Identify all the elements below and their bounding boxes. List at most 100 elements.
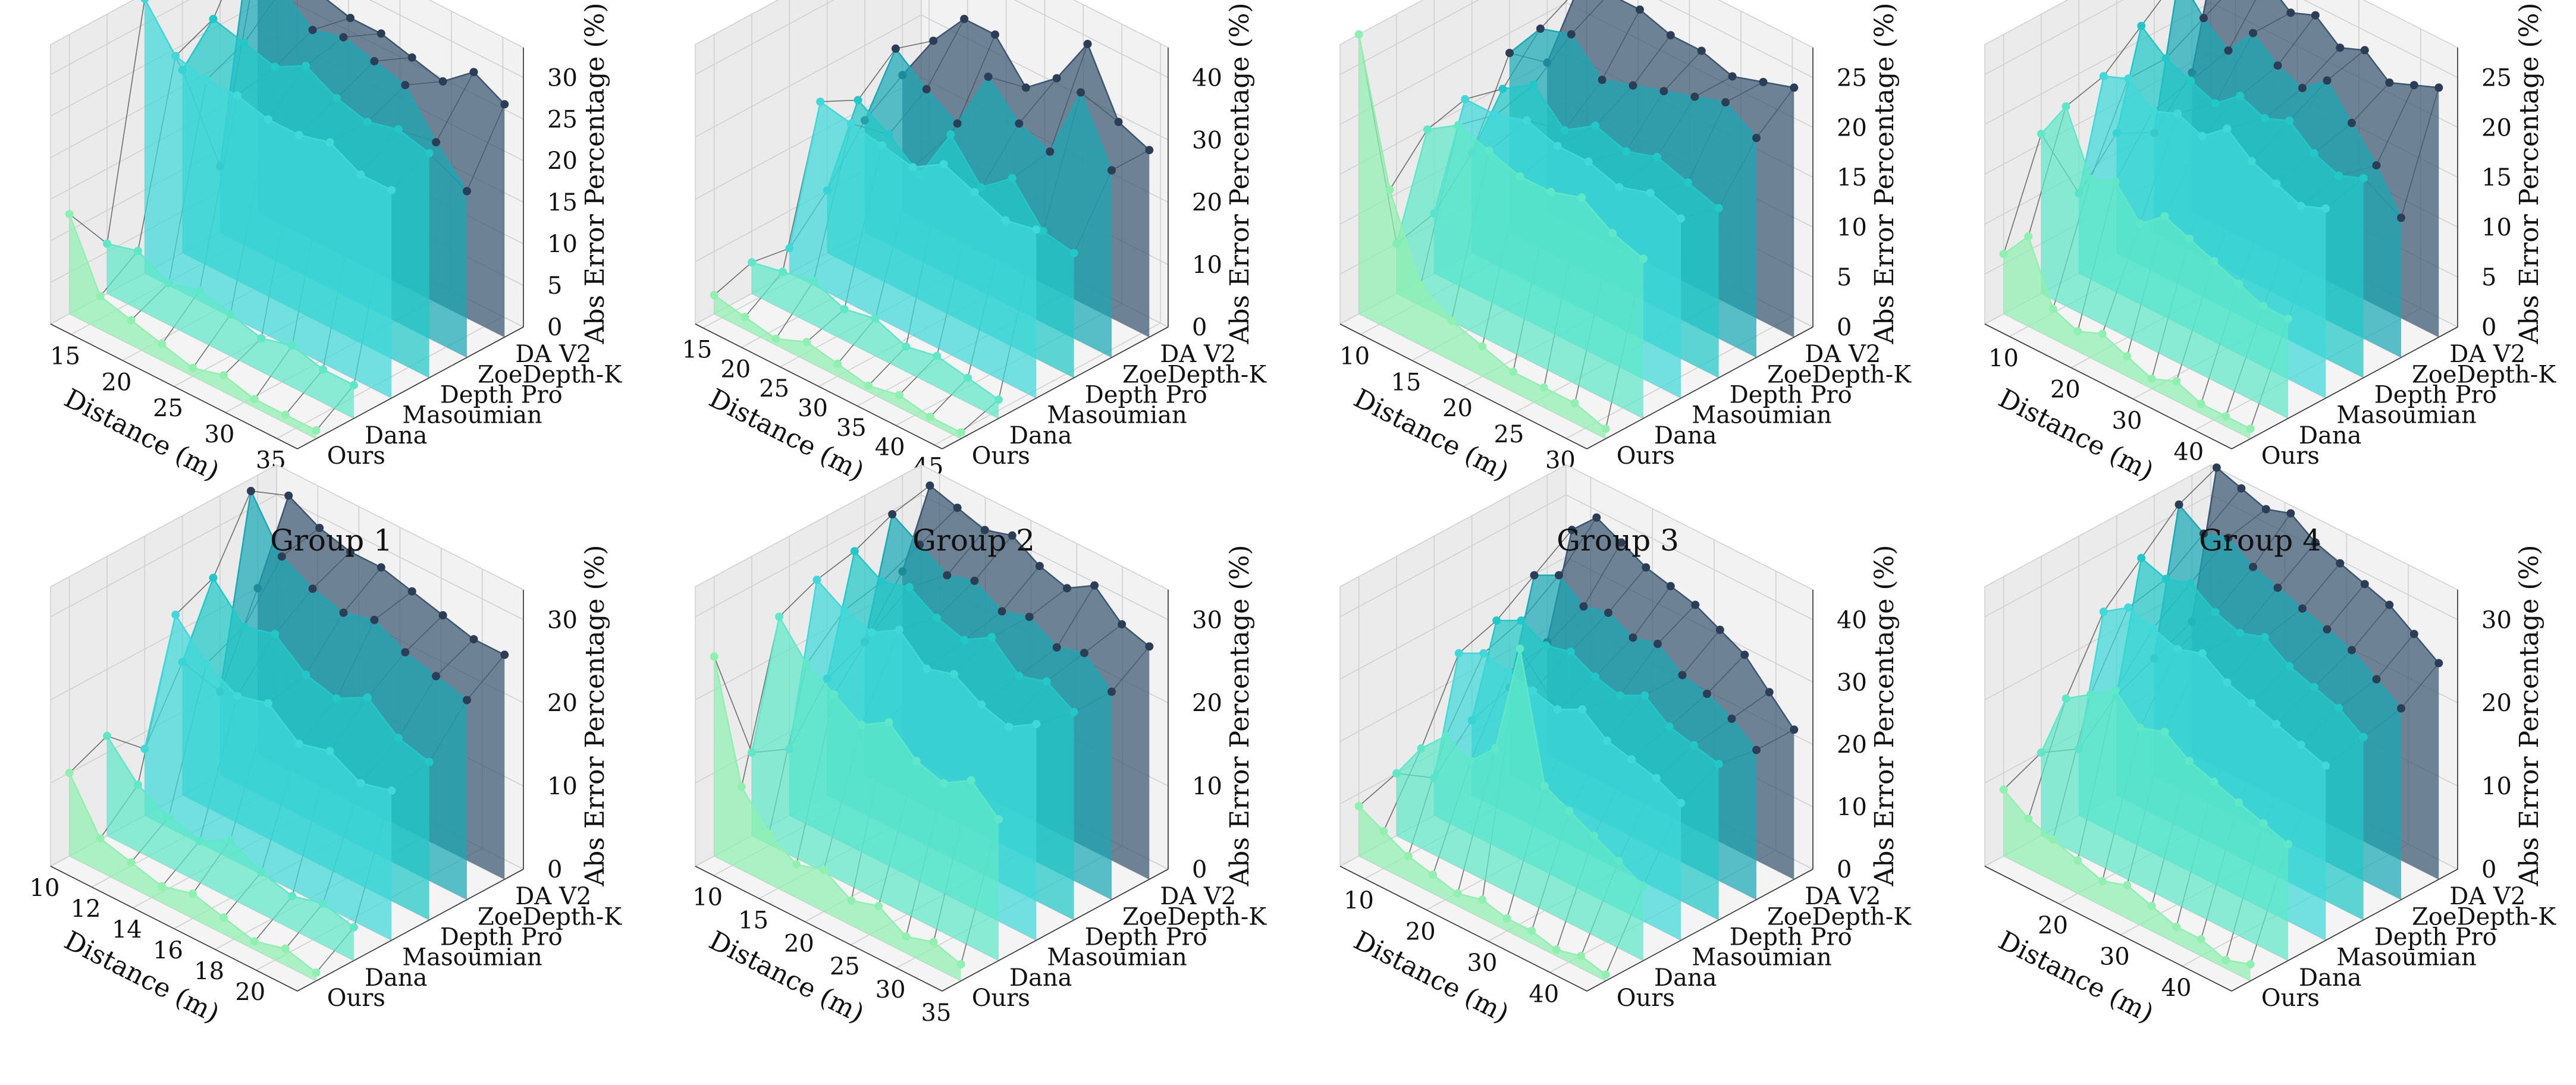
data-point — [2222, 412, 2230, 421]
grid-z — [50, 494, 524, 621]
data-point — [370, 56, 379, 65]
series-dana — [748, 258, 1003, 419]
data-point — [2236, 628, 2245, 637]
method-tick-label: DA V2 — [2449, 883, 2525, 910]
series-dana — [748, 612, 1003, 961]
data-point — [1404, 852, 1413, 860]
method-tick-label: Depth Pro — [1730, 381, 1852, 408]
method-tick-label: Dana — [1009, 422, 1072, 449]
data-point — [2360, 580, 2369, 589]
data-point — [1492, 616, 1501, 625]
data-point — [1627, 755, 1636, 764]
data-point — [1529, 80, 1538, 89]
data-point — [226, 835, 235, 844]
z-axis-label: Abs Error Percentage (%) — [1225, 2, 1255, 344]
data-point — [257, 868, 266, 877]
x-axis-line — [1984, 866, 2232, 992]
z-tick-label: 15 — [1837, 164, 1867, 191]
data-point — [425, 149, 434, 158]
data-point — [778, 268, 787, 276]
x-tick-label: 40 — [875, 434, 905, 461]
data-point — [332, 94, 341, 102]
data-point — [888, 510, 897, 518]
data-point — [997, 607, 1006, 616]
data-point — [195, 286, 204, 295]
data-point — [1517, 616, 1526, 625]
data-point — [1659, 87, 1668, 96]
data-point — [950, 669, 958, 678]
data-point — [463, 696, 471, 705]
data-point — [1639, 881, 1648, 890]
z-tick-label: 25 — [1837, 64, 1867, 92]
data-point — [2409, 630, 2418, 639]
z-tick-label: 20 — [2481, 114, 2512, 141]
data-point — [2286, 8, 2295, 17]
data-point — [363, 693, 372, 702]
data-point — [771, 334, 780, 343]
data-point — [2298, 604, 2307, 613]
data-point — [233, 91, 241, 100]
data-point — [2024, 814, 2033, 823]
data-point — [1765, 688, 1774, 697]
data-point — [874, 902, 883, 910]
grid-z — [50, 0, 524, 120]
data-point — [1354, 30, 1363, 39]
data-point — [407, 587, 416, 596]
series-line — [789, 578, 1037, 749]
method-axis-line — [1586, 326, 1813, 449]
data-point — [219, 371, 228, 380]
data-point — [902, 342, 911, 351]
method-tick-label: ZoeDepth-K — [1122, 903, 1267, 930]
data-point — [294, 740, 303, 748]
method-tick-label: DA V2 — [515, 341, 591, 368]
data-point — [925, 481, 934, 490]
data-point — [2197, 935, 2205, 944]
data-point — [1492, 111, 1501, 119]
data-point — [991, 30, 999, 39]
x-tick-label: 10 — [30, 875, 60, 902]
z-tick-label: 5 — [547, 272, 562, 300]
data-point — [929, 938, 938, 946]
z-tick-label: 0 — [1837, 314, 1852, 341]
data-point — [812, 575, 821, 584]
x-tick-label: 40 — [2161, 974, 2192, 1002]
data-point — [226, 310, 235, 319]
data-point — [1025, 612, 1034, 621]
data-point — [850, 547, 859, 556]
data-point — [2224, 533, 2233, 542]
data-point — [312, 968, 321, 977]
data-point — [1601, 424, 1610, 433]
data-point — [2086, 174, 2095, 183]
data-point — [2161, 54, 2170, 63]
series-masoumian — [140, 611, 396, 941]
series-masoumian — [785, 98, 1041, 398]
data-point — [1479, 649, 1488, 658]
z-tick-label: 30 — [1192, 127, 1222, 154]
series-area — [69, 773, 316, 981]
series-ours — [1999, 785, 2255, 981]
data-point — [189, 363, 197, 372]
series-ours — [1354, 802, 1610, 981]
data-point — [2246, 960, 2255, 968]
data-point — [271, 630, 280, 639]
data-point — [2123, 881, 2132, 889]
data-point — [1652, 153, 1661, 161]
data-point — [1727, 715, 1736, 723]
data-point — [65, 769, 74, 777]
z-tick-label: 20 — [2481, 690, 2512, 717]
data-point — [1540, 781, 1549, 790]
data-point — [1604, 608, 1612, 617]
data-point — [2211, 608, 2220, 617]
data-point — [1666, 581, 1675, 590]
data-point — [933, 351, 942, 360]
data-point — [1385, 185, 1394, 194]
z-tick-label: 10 — [2481, 773, 2512, 800]
data-point — [1052, 74, 1061, 83]
method-tick-label: ZoeDepth-K — [1767, 361, 1912, 388]
grid-z — [50, 0, 524, 78]
data-point — [1697, 46, 1706, 55]
data-point — [2359, 174, 2368, 183]
data-point — [1107, 687, 1116, 696]
method-tick-label: ZoeDepth-K — [478, 903, 622, 930]
